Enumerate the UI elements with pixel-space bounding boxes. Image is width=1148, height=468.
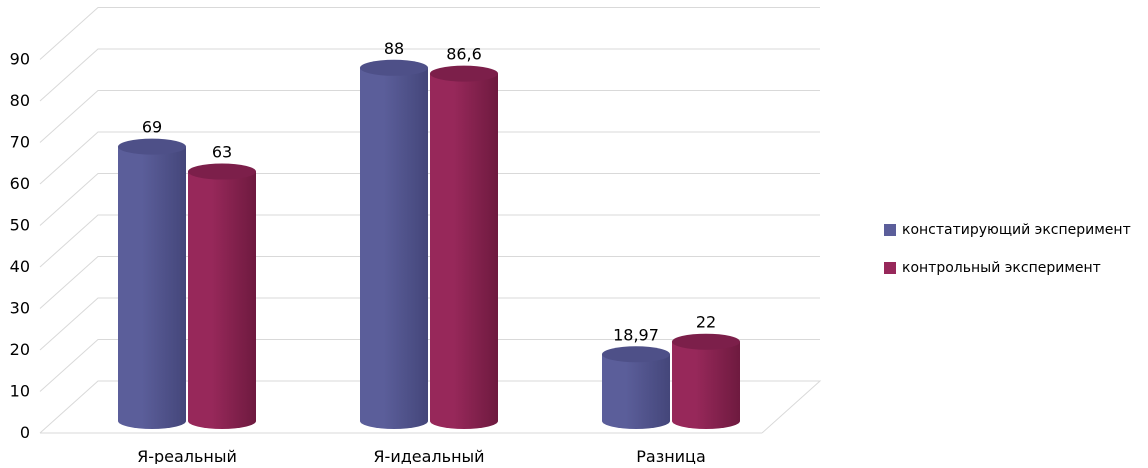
x-tick-label: Я-реальный (137, 447, 237, 464)
bar (188, 163, 256, 430)
y-tick-label: 70 (10, 133, 30, 152)
gridline (39, 256, 820, 309)
bars: 69 63 88 86,6 18,97 22 (118, 39, 740, 430)
y-tick-label: 60 (10, 174, 30, 193)
bar (360, 59, 428, 430)
data-label: 18,97 (613, 325, 659, 344)
legend: констатирующий эксперимент контрольный э… (884, 220, 1131, 296)
y-tick-label: 90 (10, 50, 30, 69)
y-tick-label: 30 (10, 299, 30, 318)
gridline (39, 339, 820, 392)
gridline (39, 131, 820, 185)
legend-swatch-series-2 (884, 262, 896, 274)
legend-label-series-1: констатирующий эксперимент (902, 222, 1131, 238)
bar (672, 333, 740, 429)
x-tick-label: Я-идеальный (373, 447, 484, 464)
data-label: 69 (142, 118, 162, 137)
gridline (39, 7, 820, 60)
data-label: 88 (384, 39, 404, 58)
bar (602, 346, 670, 429)
data-label: 22 (696, 313, 716, 332)
bar (118, 138, 186, 429)
x-tick-label: Разница (636, 447, 706, 464)
legend-swatch-series-1 (884, 224, 896, 236)
y-tick-label: 0 (20, 423, 30, 442)
gridline (39, 48, 820, 102)
y-tick-label: 10 (10, 382, 30, 401)
y-tick-label: 80 (10, 91, 30, 110)
y-tick-label: 40 (10, 257, 30, 276)
data-label: 63 (212, 143, 232, 162)
x-axis: Я-реальный Я-идеальный Разница (137, 447, 706, 466)
y-tick-label: 50 (10, 216, 30, 235)
bar (430, 65, 498, 430)
y-axis: 0 10 20 30 40 50 60 70 80 90 (10, 50, 30, 443)
gridline (39, 297, 820, 351)
gridline (39, 90, 820, 143)
gridlines (39, 7, 820, 392)
legend-item-series-1: констатирующий эксперимент (884, 220, 1131, 240)
data-label: 86,6 (446, 45, 482, 64)
y-tick-label: 20 (10, 340, 30, 359)
legend-label-series-2: контрольный эксперимент (902, 260, 1101, 276)
gridline (39, 214, 820, 268)
legend-item-series-2: контрольный эксперимент (884, 258, 1131, 278)
gridline (39, 173, 820, 226)
